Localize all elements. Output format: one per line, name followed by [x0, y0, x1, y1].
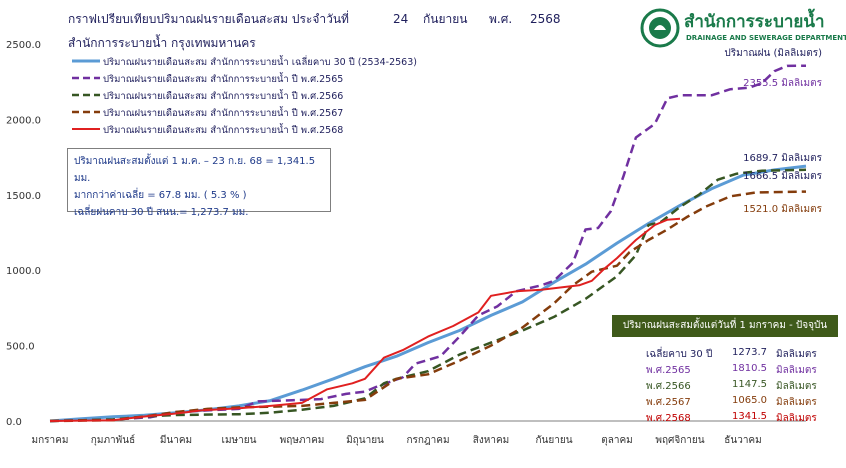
legend-label: ปริมาณฝนรายเดือนสะสม สำนักการระบายน้ำ เฉ…: [103, 55, 417, 68]
x-tick-label: สิงหาคม: [473, 435, 509, 446]
summary-header: ปริมาณฝนสะสมตั้งแต่วันที่ 1 มกราคม - ปัจ…: [612, 315, 838, 337]
summary-row-unit: มิลลิเมตร: [776, 381, 817, 392]
summary-row-label: พ.ศ.2565: [646, 365, 691, 376]
logo-name-en: DRAINAGE AND SEWERAGE DEPARTMENT: [686, 34, 846, 42]
series-line-4: [49, 217, 681, 422]
legend-label: ปริมาณฝนรายเดือนสะสม สำนักการระบายน้ำ ปี…: [103, 72, 343, 85]
summary-row-label: พ.ศ.2568: [646, 413, 691, 424]
chart-title-month: กันยายน: [423, 12, 467, 26]
chart-title-era: พ.ศ.: [489, 12, 512, 26]
y-tick-label: 1500.0: [6, 191, 41, 202]
summary-row-unit: มิลลิเมตร: [776, 349, 817, 360]
y-unit-label: ปริมาณฝน (มิลลิเมตร): [724, 48, 822, 59]
summary-row-value: 1065.0: [732, 395, 767, 406]
info-box: ปริมาณฝนสะสมตั้งแต่ 1 ม.ค. – 23 ก.ย. 68 …: [67, 148, 331, 218]
x-tick-label: ธันวาคม: [724, 435, 761, 446]
y-tick-label: 2000.0: [6, 115, 41, 126]
summary-row-value: 1810.5: [732, 363, 767, 374]
info-line-2: มากกว่าค่าเฉลี่ย = 67.8 มม. ( 5.3 % ): [74, 190, 247, 201]
department-logo: สำนักการระบายน้ำ DRAINAGE AND SEWERAGE D…: [640, 8, 846, 48]
series-line-2: [49, 168, 807, 423]
series-end-label: 1689.7 มิลลิเมตร: [743, 153, 823, 164]
summary-row-unit: มิลลิเมตร: [776, 397, 817, 408]
summary-row-value: 1273.7: [732, 347, 767, 358]
department-seal-icon: [640, 8, 680, 48]
x-tick-label: กุมภาพันธ์: [91, 434, 135, 446]
chart-legend: ปริมาณฝนรายเดือนสะสม สำนักการระบายน้ำ เฉ…: [72, 55, 417, 136]
x-tick-label: พฤษภาคม: [280, 435, 325, 446]
summary-row-value: 1341.5: [732, 411, 767, 422]
chart-title-year: 2568: [530, 12, 561, 26]
chart-title-line2: สำนักการระบายน้ำ กรุงเทพมหานคร: [68, 34, 256, 51]
summary-row-label: เฉลี่ยคาบ 30 ปี: [646, 349, 713, 360]
y-tick-label: 0.0: [6, 417, 22, 428]
series-end-label: 2355.5 มิลลิเมตร: [743, 78, 823, 89]
x-tick-label: มกราคม: [32, 435, 69, 446]
summary-row-unit: มิลลิเมตร: [776, 365, 817, 376]
x-tick-label: ตุลาคม: [601, 435, 633, 446]
chart-axes: 0.0 500.0 1000.0 1500.0 2000.0 2500.0 มกราคม กุ…: [6, 40, 806, 446]
chart-series-lines: [49, 64, 807, 423]
legend-label: ปริมาณฝนรายเดือนสะสม สำนักการระบายน้ำ ปี…: [103, 89, 343, 102]
x-tick-label: กันยายน: [535, 435, 572, 446]
x-tick-label: เมษายน: [222, 435, 257, 446]
logo-name-th: สำนักการระบายน้ำ: [684, 12, 825, 32]
series-line-1: [49, 64, 807, 423]
summary-row-label: พ.ศ.2567: [646, 397, 691, 408]
chart-title-day: 24: [393, 12, 408, 26]
series-end-label: 1521.0 มิลลิเมตร: [743, 204, 823, 215]
y-tick-label: 1000.0: [6, 266, 41, 277]
x-tick-label: มีนาคม: [160, 434, 192, 446]
x-tick-label: มิถุนายน: [346, 435, 384, 446]
x-tick-label: พฤศจิกายน: [655, 435, 704, 446]
y-tick-label: 2500.0: [6, 40, 41, 51]
summary-row-label: พ.ศ.2566: [646, 381, 691, 392]
legend-label: ปริมาณฝนรายเดือนสะสม สำนักการระบายน้ำ ปี…: [103, 106, 343, 119]
chart-title-line1: กราฟเปรียบเทียบปริมาณฝนรายเดือนสะสม ประจ…: [68, 10, 349, 26]
series-end-label: 1666.5 มิลลิเมตร: [743, 171, 823, 182]
series-end-labels: 1689.7 มิลลิเมตร 2355.5 มิลลิเมตร 1666.5 ม…: [743, 78, 823, 215]
summary-row-unit: มิลลิเมตร: [776, 413, 817, 424]
x-tick-label: กรกฎาคม: [406, 435, 449, 446]
info-line-3: เฉลี่ยฝนคาบ 30 ปี สนน.= 1,273.7 มม.: [74, 207, 249, 218]
info-line-1: ปริมาณฝนสะสมตั้งแต่ 1 ม.ค. – 23 ก.ย. 68 …: [74, 156, 316, 184]
legend-label: ปริมาณฝนรายเดือนสะสม สำนักการระบายน้ำ ปี…: [103, 123, 343, 136]
summary-row-value: 1147.5: [732, 379, 767, 390]
series-line-3: [49, 190, 807, 423]
y-tick-label: 500.0: [6, 342, 35, 353]
